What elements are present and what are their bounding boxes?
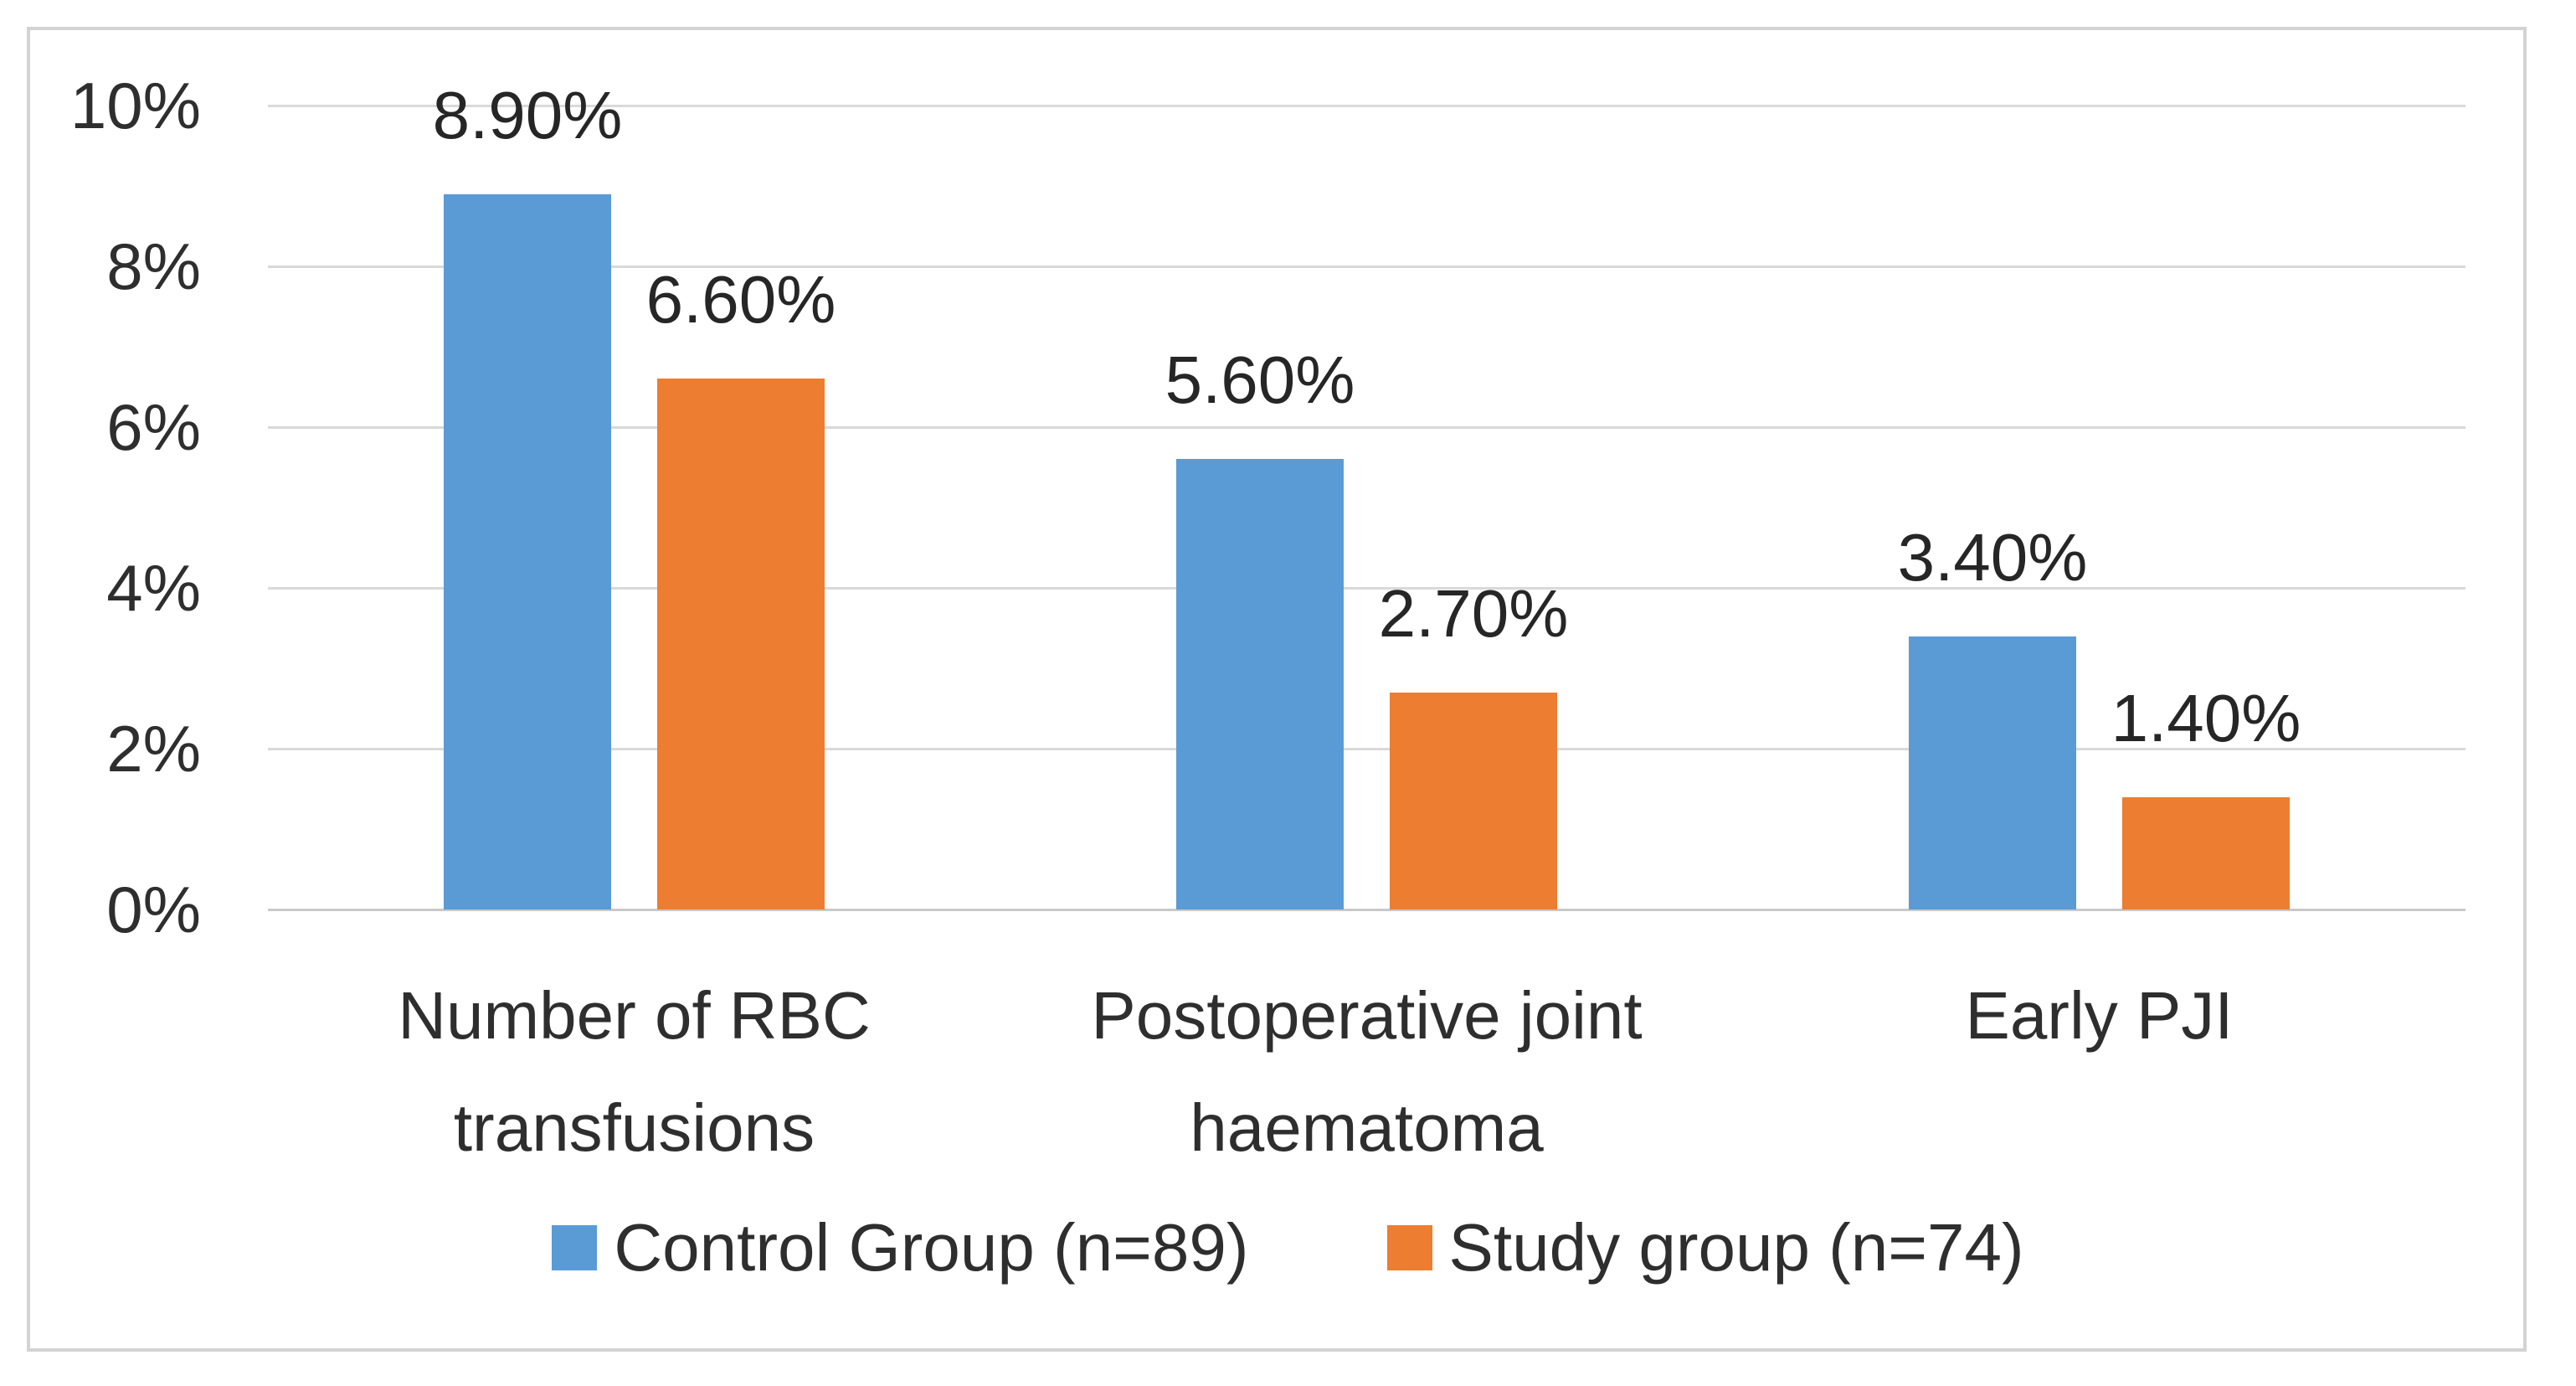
data-label-series1-cat2: 1.40% <box>2111 680 2301 755</box>
legend-swatch-control-group-icon <box>552 1225 598 1270</box>
chart-legend: Control Group (n=89) Study group (n=74) <box>0 1204 2576 1291</box>
data-label-series1-cat1: 2.70% <box>1378 575 1569 651</box>
category-label-1: Postoperative joint haematoma <box>1091 978 1643 1165</box>
bar-series0-cat0 <box>444 193 611 909</box>
y-tick-label-10%: 10% <box>69 69 201 142</box>
y-tick-label-0%: 0% <box>106 873 201 946</box>
gridline-2% <box>268 747 2465 750</box>
x-axis-line <box>268 908 2465 911</box>
bar-series1-cat0 <box>657 379 825 909</box>
gridline-4% <box>268 586 2465 590</box>
category-label-0: Number of RBC transfusions <box>398 978 871 1165</box>
bar-series0-cat1 <box>1176 459 1344 909</box>
legend-item-study-group: Study group (n=74) <box>1386 1209 2024 1286</box>
data-label-series1-cat0: 6.60% <box>645 262 836 337</box>
legend-label-study-group: Study group (n=74) <box>1448 1210 2024 1285</box>
bar-series0-cat2 <box>1909 636 2076 909</box>
bar-series1-cat2 <box>2122 796 2290 909</box>
legend-label-control-group: Control Group (n=89) <box>614 1210 1249 1285</box>
legend-item-control-group: Control Group (n=89) <box>552 1209 1249 1286</box>
data-label-series0-cat0: 8.90% <box>432 77 623 152</box>
legend-swatch-study-group-icon <box>1386 1225 1432 1270</box>
gridline-10% <box>268 104 2465 107</box>
data-label-series0-cat1: 5.60% <box>1165 343 1355 418</box>
gridline-8% <box>268 265 2465 268</box>
y-tick-label-8%: 8% <box>106 229 201 303</box>
y-tick-label-6%: 6% <box>106 390 201 464</box>
gridline-6% <box>268 425 2465 429</box>
category-label-2: Early PJI <box>1965 978 2234 1053</box>
y-tick-label-4%: 4% <box>106 551 201 625</box>
bar-series1-cat1 <box>1390 692 1557 909</box>
y-tick-label-2%: 2% <box>106 712 201 786</box>
data-label-series0-cat2: 3.40% <box>1897 519 2088 595</box>
